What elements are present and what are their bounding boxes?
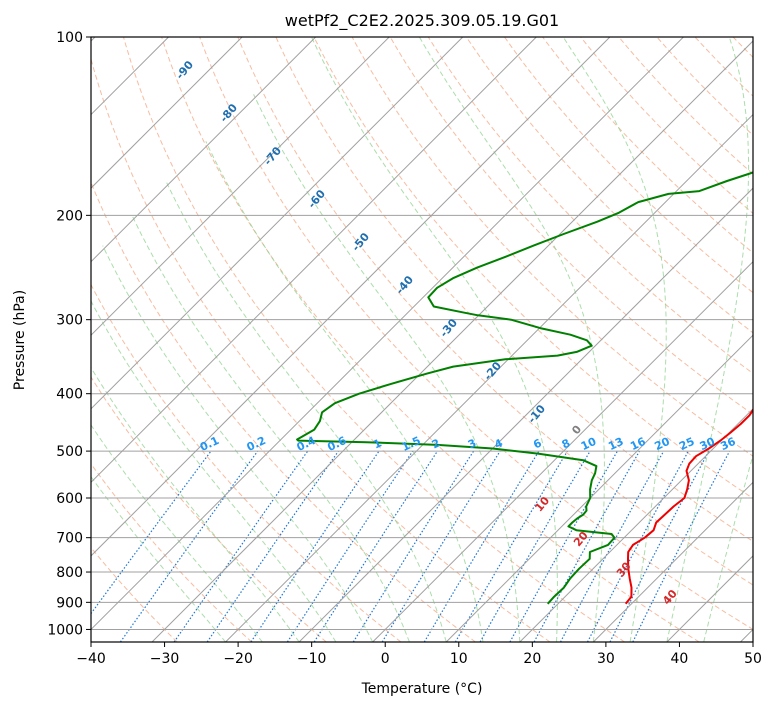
isotherm-line bbox=[91, 37, 390, 336]
mixing-ratio-line bbox=[286, 450, 414, 642]
x-tick-label: −30 bbox=[150, 651, 180, 667]
moist-adiabat bbox=[311, 37, 558, 642]
dry-adiabat bbox=[504, 37, 753, 294]
y-tick-label: 600 bbox=[56, 491, 83, 507]
x-tick-label: −20 bbox=[223, 651, 253, 667]
x-tick-label: 50 bbox=[744, 651, 762, 667]
y-tick-label: 200 bbox=[56, 208, 83, 224]
chart-title: wetPf2_C2E2.2025.309.05.19.G01 bbox=[285, 11, 559, 31]
isotherm-line bbox=[225, 113, 753, 642]
x-axis: −40 −30 −20 −10 0 10 20 30 40 50 bbox=[76, 642, 762, 667]
moist-adiabat bbox=[253, 94, 521, 642]
y-tick-label: 1000 bbox=[47, 622, 83, 638]
plot-frame bbox=[90, 36, 754, 643]
moist-adiabat bbox=[666, 37, 750, 642]
mixing-ratio-label: 30 bbox=[698, 435, 718, 453]
isotherm-line bbox=[151, 40, 753, 642]
mixing-ratio-line bbox=[313, 450, 438, 642]
moist-adiabat bbox=[91, 475, 226, 642]
upper-iso-label: -100 bbox=[129, 9, 157, 39]
y-tick-label: 800 bbox=[56, 565, 83, 581]
isotherm-line bbox=[372, 260, 753, 642]
mixing-ratio-label: 13 bbox=[606, 435, 625, 453]
mixing-ratio-line bbox=[91, 450, 212, 615]
moist-adiabat bbox=[562, 37, 667, 642]
dry-adiabat bbox=[580, 37, 753, 215]
isotherm-line bbox=[519, 408, 753, 642]
isotherm-line bbox=[592, 481, 753, 642]
mixing-ratio-label: 20 bbox=[653, 435, 673, 453]
dry-adiabat bbox=[91, 57, 551, 642]
mixing-ratio-label: 10 bbox=[579, 435, 599, 453]
x-tick-label: 10 bbox=[450, 651, 468, 667]
dry-adiabat bbox=[618, 37, 753, 175]
x-tick-label: 0 bbox=[381, 651, 390, 667]
dry-adiabat bbox=[313, 37, 753, 500]
grid-lines bbox=[91, 37, 753, 642]
isotherm-line bbox=[91, 37, 317, 263]
mixing-ratio-line bbox=[352, 450, 475, 642]
mixing-ratio-line bbox=[632, 450, 731, 642]
y-tick-label: 900 bbox=[56, 595, 83, 611]
mixing-ratio-label: 16 bbox=[628, 435, 648, 453]
x-tick-label: 30 bbox=[597, 651, 615, 667]
temperature-profile bbox=[624, 408, 753, 605]
isotherm-line bbox=[298, 187, 753, 642]
y-tick-label: 300 bbox=[56, 313, 83, 329]
x-tick-label: 40 bbox=[671, 651, 689, 667]
dry-adiabat bbox=[771, 37, 775, 642]
isotherm-line bbox=[91, 37, 537, 484]
dewpoint-profile bbox=[296, 171, 753, 605]
dry-adiabat bbox=[389, 37, 753, 416]
x-tick-label: −40 bbox=[76, 651, 106, 667]
moist-adiabat bbox=[131, 215, 410, 642]
mixing-ratio-line bbox=[559, 450, 665, 642]
dry-adiabat bbox=[465, 37, 753, 334]
isotherm-line bbox=[91, 37, 611, 557]
x-tick-label: −10 bbox=[297, 651, 327, 667]
mixing-ratio-label: 25 bbox=[677, 435, 696, 453]
profiles bbox=[296, 171, 753, 605]
mixing-ratio-line bbox=[381, 450, 501, 642]
dry-adiabat bbox=[275, 37, 753, 542]
y-axis-title: Pressure (hPa) bbox=[12, 290, 28, 390]
y-tick-label: 700 bbox=[56, 531, 83, 547]
dry-adiabat bbox=[427, 37, 753, 374]
moist-adiabat bbox=[91, 424, 263, 642]
mixing-ratio-line bbox=[206, 450, 339, 642]
dry-adiabat bbox=[351, 37, 753, 457]
dry-adiabat bbox=[91, 181, 476, 642]
mixing-ratio-line bbox=[119, 450, 259, 642]
plot-area bbox=[91, 37, 753, 642]
dry-adiabat bbox=[199, 37, 753, 631]
moist-adiabat bbox=[165, 180, 447, 642]
mixing-ratio-line bbox=[423, 450, 540, 642]
dry-adiabat bbox=[91, 283, 402, 642]
dry-adiabat bbox=[656, 37, 753, 136]
isotherm-line bbox=[91, 37, 243, 189]
y-axis: 100 200 300 400 500 600 700 800 900 1000 bbox=[47, 30, 91, 638]
moist-adiabat bbox=[91, 300, 337, 642]
mixing-ratio-label: 36 bbox=[718, 435, 738, 453]
isotherm-line bbox=[91, 37, 684, 631]
mixing-ratio-line bbox=[533, 450, 641, 642]
moist-adiabat bbox=[102, 245, 374, 642]
dry-adiabat bbox=[237, 37, 753, 586]
y-tick-label: 500 bbox=[56, 444, 83, 460]
dry-adiabat bbox=[161, 37, 700, 642]
moist-adiabat bbox=[703, 453, 753, 642]
moist-adiabat bbox=[418, 37, 605, 642]
x-tick-label: 20 bbox=[523, 651, 541, 667]
x-axis-title: Temperature (°C) bbox=[361, 681, 483, 697]
y-tick-label: 400 bbox=[56, 387, 83, 403]
mixing-ratio-line bbox=[250, 450, 380, 642]
moist-adiabat bbox=[91, 366, 300, 642]
isotherm-line bbox=[91, 37, 464, 410]
mixing-ratio-line bbox=[173, 450, 309, 642]
y-tick-label: 100 bbox=[56, 30, 83, 46]
mixing-ratio-line bbox=[509, 450, 618, 642]
isotherm-line bbox=[445, 334, 753, 642]
